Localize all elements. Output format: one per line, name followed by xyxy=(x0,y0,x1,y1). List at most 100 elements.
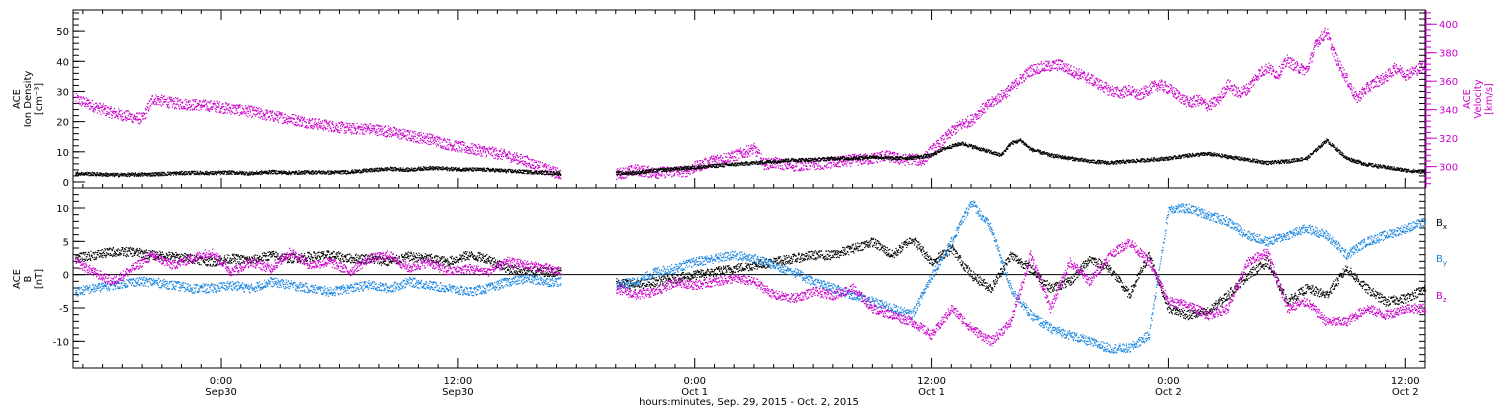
data-point xyxy=(218,107,219,108)
data-point xyxy=(270,120,271,121)
data-point xyxy=(1060,64,1061,65)
data-point xyxy=(625,177,626,178)
data-point xyxy=(743,149,744,150)
data-point xyxy=(1080,74,1081,75)
data-point xyxy=(391,136,392,137)
data-point xyxy=(759,150,760,151)
data-point xyxy=(91,173,92,174)
data-point xyxy=(1229,90,1230,91)
data-point xyxy=(690,173,691,174)
data-point xyxy=(1387,80,1388,81)
data-point xyxy=(700,160,701,161)
data-point xyxy=(1059,66,1060,67)
data-point xyxy=(464,150,465,151)
data-point xyxy=(157,174,158,175)
data-point xyxy=(1411,71,1412,72)
data-point xyxy=(388,130,389,131)
data-point xyxy=(111,118,112,119)
data-point xyxy=(1146,86,1147,87)
data-point xyxy=(779,158,780,159)
data-point xyxy=(432,136,433,137)
data-point xyxy=(240,112,241,113)
data-point xyxy=(281,114,282,115)
data-point xyxy=(707,168,708,169)
data-point xyxy=(1352,90,1353,91)
data-point xyxy=(1396,73,1397,74)
data-point xyxy=(796,163,797,164)
data-point xyxy=(168,102,169,103)
data-point xyxy=(1345,81,1346,82)
data-point xyxy=(112,112,113,113)
data-point xyxy=(1182,99,1183,100)
data-point xyxy=(251,117,252,118)
data-point xyxy=(1424,63,1425,64)
data-point xyxy=(1342,75,1343,76)
data-point xyxy=(485,151,486,152)
data-point xyxy=(310,127,311,128)
data-point xyxy=(1165,82,1166,83)
data-point xyxy=(259,107,260,108)
data-point xyxy=(352,123,353,124)
data-point xyxy=(190,109,191,110)
data-point xyxy=(507,153,508,154)
data-point xyxy=(494,151,495,152)
data-point xyxy=(152,172,153,173)
data-point xyxy=(1053,68,1054,69)
data-point xyxy=(178,104,179,105)
data-point xyxy=(247,108,248,109)
data-point xyxy=(1252,78,1253,79)
data-point xyxy=(82,172,83,173)
data-point xyxy=(1309,66,1310,67)
data-point xyxy=(1186,96,1187,97)
data-point xyxy=(130,116,131,117)
data-point xyxy=(211,171,212,172)
data-point xyxy=(362,133,363,134)
data-point xyxy=(553,166,554,167)
data-point xyxy=(1257,78,1258,79)
data-point xyxy=(1384,81,1385,82)
data-point xyxy=(1210,105,1211,106)
data-point xyxy=(555,167,556,168)
data-point xyxy=(236,108,237,109)
data-point xyxy=(682,176,683,177)
data-point xyxy=(834,165,835,166)
data-point xyxy=(810,166,811,167)
data-point xyxy=(1408,70,1409,71)
data-point xyxy=(1251,87,1252,88)
data-point xyxy=(943,135,944,136)
data-point xyxy=(1197,95,1198,96)
data-point xyxy=(311,127,312,128)
data-point xyxy=(1122,88,1123,89)
data-point xyxy=(360,126,361,127)
data-point xyxy=(1127,95,1128,96)
data-point xyxy=(1076,74,1077,75)
data-point xyxy=(682,173,683,174)
data-point xyxy=(1308,66,1309,67)
data-point xyxy=(272,117,273,118)
data-point xyxy=(802,170,803,171)
data-point xyxy=(913,161,914,162)
data-point xyxy=(297,119,298,120)
data-point xyxy=(1083,77,1084,78)
data-point xyxy=(773,167,774,168)
data-point xyxy=(1306,72,1307,73)
data-point xyxy=(1155,89,1156,90)
data-point xyxy=(1003,90,1004,91)
data-point xyxy=(430,140,431,141)
data-point xyxy=(1067,65,1068,66)
data-point xyxy=(288,121,289,122)
data-point xyxy=(1419,71,1420,72)
data-point xyxy=(423,140,424,141)
data-point xyxy=(772,164,773,165)
data-point xyxy=(1342,73,1343,74)
data-point xyxy=(455,140,456,141)
data-point xyxy=(817,166,818,167)
data-point xyxy=(1314,47,1315,48)
data-point xyxy=(476,146,477,147)
data-point xyxy=(1394,68,1395,69)
data-point xyxy=(643,166,644,167)
data-point xyxy=(1424,69,1425,70)
data-point xyxy=(518,160,519,161)
data-point xyxy=(102,111,103,112)
data-point xyxy=(977,114,978,115)
